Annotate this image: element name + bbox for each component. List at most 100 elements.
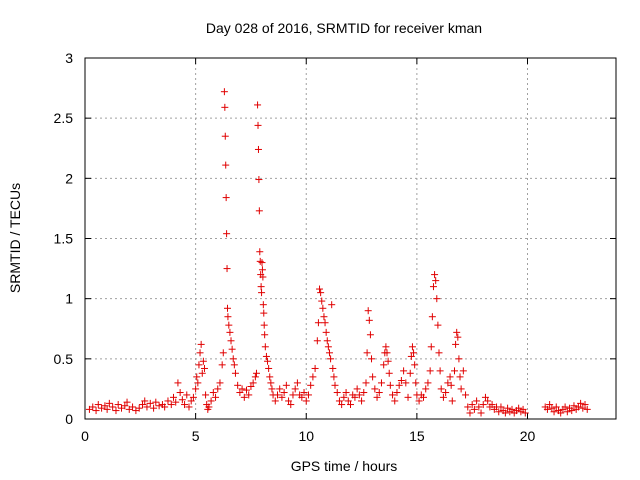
data-point — [426, 367, 434, 375]
data-point — [129, 403, 137, 411]
data-point — [139, 401, 147, 409]
data-point — [101, 402, 109, 410]
data-point — [382, 343, 390, 351]
data-point — [209, 389, 217, 397]
data-point — [466, 409, 474, 417]
y-tick-label: 2 — [65, 170, 73, 186]
data-point — [422, 385, 430, 393]
data-point — [212, 393, 220, 401]
data-point — [344, 397, 352, 405]
data-point — [420, 393, 428, 401]
data-point — [252, 369, 260, 377]
data-point — [152, 398, 160, 406]
data-point — [254, 101, 262, 109]
data-point — [318, 297, 326, 305]
data-point — [321, 319, 329, 327]
data-point — [437, 385, 445, 393]
data-point — [347, 401, 354, 409]
data-point — [459, 367, 467, 375]
data-point — [265, 364, 273, 372]
data-point — [338, 401, 346, 409]
data-point — [410, 349, 418, 357]
data-points — [85, 88, 591, 417]
data-point — [216, 379, 224, 387]
data-point — [309, 373, 317, 381]
data-point — [364, 307, 372, 315]
data-point — [141, 397, 149, 405]
data-point — [577, 399, 585, 407]
data-point — [563, 408, 571, 416]
data-point — [254, 121, 262, 129]
data-point — [247, 383, 255, 391]
data-point — [262, 352, 270, 360]
data-point — [407, 352, 415, 360]
data-point — [146, 399, 154, 407]
data-point — [214, 385, 222, 393]
data-point — [327, 355, 335, 363]
data-point — [342, 389, 350, 397]
data-point — [335, 397, 343, 405]
data-point — [236, 389, 244, 397]
data-point — [289, 391, 297, 399]
data-point — [470, 405, 478, 413]
data-point — [412, 379, 420, 387]
data-point — [548, 404, 556, 412]
data-point — [497, 403, 505, 411]
data-point — [271, 397, 279, 405]
data-point — [329, 364, 337, 372]
data-point — [363, 349, 371, 357]
data-point — [515, 404, 523, 412]
data-point — [477, 409, 485, 417]
data-point — [164, 397, 172, 405]
data-point — [161, 403, 169, 411]
data-point — [260, 309, 268, 317]
data-point — [187, 397, 195, 405]
data-point — [89, 403, 97, 411]
data-point — [386, 381, 394, 389]
data-point — [543, 405, 551, 413]
axis-ticks: 0 0.5 1 1.5 2 2.5 3 0 5 10 15 20 — [54, 50, 616, 444]
data-point — [234, 381, 242, 389]
data-point — [424, 379, 432, 387]
data-point — [221, 103, 229, 111]
data-point — [196, 349, 204, 357]
data-point — [278, 393, 286, 401]
data-point — [167, 401, 175, 409]
data-point — [316, 285, 324, 293]
data-point — [181, 401, 189, 409]
data-point — [393, 389, 401, 397]
data-point — [276, 385, 284, 393]
y-tick-label: 2.5 — [54, 110, 74, 126]
data-point — [464, 403, 472, 411]
data-point — [328, 301, 336, 309]
data-point — [223, 265, 231, 273]
data-point — [397, 376, 405, 384]
data-point — [331, 381, 339, 389]
data-point — [114, 401, 122, 409]
data-point — [105, 399, 113, 407]
data-point — [377, 379, 385, 387]
data-point — [260, 321, 268, 329]
data-point — [205, 403, 213, 411]
data-point — [579, 404, 587, 412]
data-point — [254, 145, 262, 153]
data-point — [135, 404, 143, 412]
data-point — [302, 397, 310, 405]
data-point — [258, 259, 266, 267]
data-point — [298, 393, 306, 401]
data-point — [231, 369, 239, 377]
data-point — [249, 379, 257, 387]
data-point — [322, 328, 330, 336]
data-point — [226, 328, 234, 336]
data-point — [112, 407, 120, 415]
data-point — [291, 385, 299, 393]
data-point — [442, 389, 450, 397]
data-point — [508, 405, 516, 413]
data-point — [143, 403, 151, 411]
data-point — [404, 393, 412, 401]
data-point — [330, 373, 338, 381]
data-point — [455, 355, 463, 363]
data-point — [351, 393, 359, 401]
data-point — [268, 385, 276, 393]
data-point — [385, 369, 393, 377]
